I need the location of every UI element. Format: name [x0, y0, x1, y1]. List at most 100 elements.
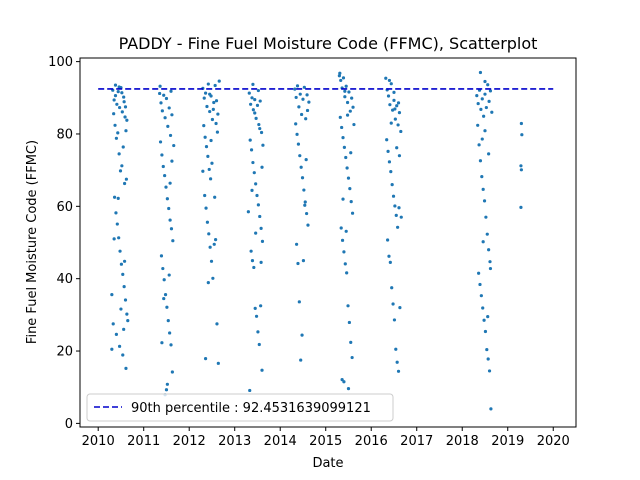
- data-point: [122, 95, 126, 99]
- data-point: [113, 83, 118, 87]
- data-point: [300, 112, 304, 117]
- data-point: [113, 94, 118, 98]
- data-point: [216, 361, 220, 365]
- data-point: [122, 100, 126, 104]
- data-point: [249, 102, 253, 106]
- data-point: [251, 160, 255, 165]
- data-point: [257, 342, 261, 347]
- data-point: [117, 105, 122, 110]
- data-point: [207, 167, 211, 172]
- data-point: [395, 360, 399, 364]
- data-point: [158, 84, 162, 88]
- data-point: [394, 213, 398, 217]
- y-tick-label: 40: [56, 272, 73, 287]
- data-point: [211, 107, 215, 111]
- data-point: [259, 304, 263, 308]
- data-point: [345, 271, 349, 275]
- data-point: [339, 78, 343, 83]
- data-point: [250, 258, 255, 263]
- data-point: [307, 100, 311, 104]
- data-point: [387, 160, 392, 164]
- data-point: [479, 294, 483, 298]
- data-point: [214, 121, 218, 126]
- data-point: [396, 123, 400, 127]
- data-point: [215, 130, 220, 134]
- data-point: [485, 347, 489, 352]
- legend-box: [86, 393, 394, 422]
- data-point: [207, 232, 211, 236]
- data-point: [121, 145, 125, 149]
- x-tick-label: 2018: [446, 434, 479, 449]
- data-point: [343, 95, 347, 99]
- data-point: [205, 220, 210, 224]
- data-point: [208, 92, 212, 96]
- data-point: [253, 111, 257, 115]
- data-point: [162, 93, 166, 97]
- data-point: [251, 82, 255, 87]
- data-point: [203, 135, 207, 139]
- data-point: [126, 319, 130, 323]
- data-point: [115, 102, 119, 106]
- data-point: [261, 143, 265, 147]
- data-point: [299, 358, 303, 362]
- data-point: [253, 306, 257, 310]
- x-tick-label: 2016: [355, 434, 388, 449]
- data-point: [159, 254, 164, 258]
- data-point: [303, 203, 307, 207]
- data-point: [344, 155, 348, 160]
- data-point: [484, 105, 488, 110]
- data-point: [384, 76, 388, 80]
- data-point: [249, 249, 253, 253]
- data-point: [295, 242, 299, 246]
- data-point: [158, 91, 162, 96]
- data-point: [386, 149, 390, 153]
- data-point: [160, 153, 164, 157]
- data-point: [298, 92, 302, 96]
- data-point: [300, 333, 304, 337]
- data-point: [476, 101, 480, 106]
- data-point: [294, 122, 298, 126]
- data-point: [352, 122, 356, 127]
- data-point: [216, 112, 220, 116]
- data-point: [125, 118, 129, 122]
- data-point: [480, 175, 484, 179]
- data-point: [164, 96, 169, 101]
- data-point: [254, 314, 259, 318]
- data-point: [388, 260, 392, 264]
- data-point: [482, 318, 486, 322]
- data-point: [484, 215, 488, 219]
- data-point: [167, 273, 171, 277]
- data-point: [344, 229, 348, 233]
- data-point: [350, 355, 354, 360]
- data-point: [204, 145, 209, 149]
- data-point: [339, 226, 343, 230]
- data-point: [212, 100, 216, 105]
- data-point: [475, 94, 479, 98]
- data-point: [123, 115, 127, 119]
- data-point: [390, 183, 394, 187]
- data-point: [248, 388, 252, 393]
- data-point: [117, 236, 121, 240]
- data-point: [169, 227, 174, 231]
- data-point: [338, 115, 342, 119]
- data-point: [110, 347, 114, 351]
- data-point: [217, 79, 221, 83]
- data-point: [260, 165, 264, 169]
- data-point: [397, 206, 401, 210]
- data-point: [167, 106, 171, 110]
- data-point: [254, 182, 258, 186]
- data-point: [399, 129, 403, 134]
- data-point: [483, 329, 488, 334]
- data-point: [306, 223, 310, 227]
- legend-threshold-label: 90th percentile : 92.4531639099121: [131, 401, 371, 416]
- data-point: [116, 131, 120, 135]
- data-point: [387, 78, 392, 83]
- data-point: [203, 91, 208, 95]
- data-point: [481, 240, 485, 244]
- data-point: [297, 300, 301, 304]
- data-point: [123, 105, 128, 109]
- data-point: [348, 109, 352, 113]
- data-point: [205, 104, 209, 109]
- data-point: [351, 105, 355, 109]
- data-point: [260, 368, 264, 372]
